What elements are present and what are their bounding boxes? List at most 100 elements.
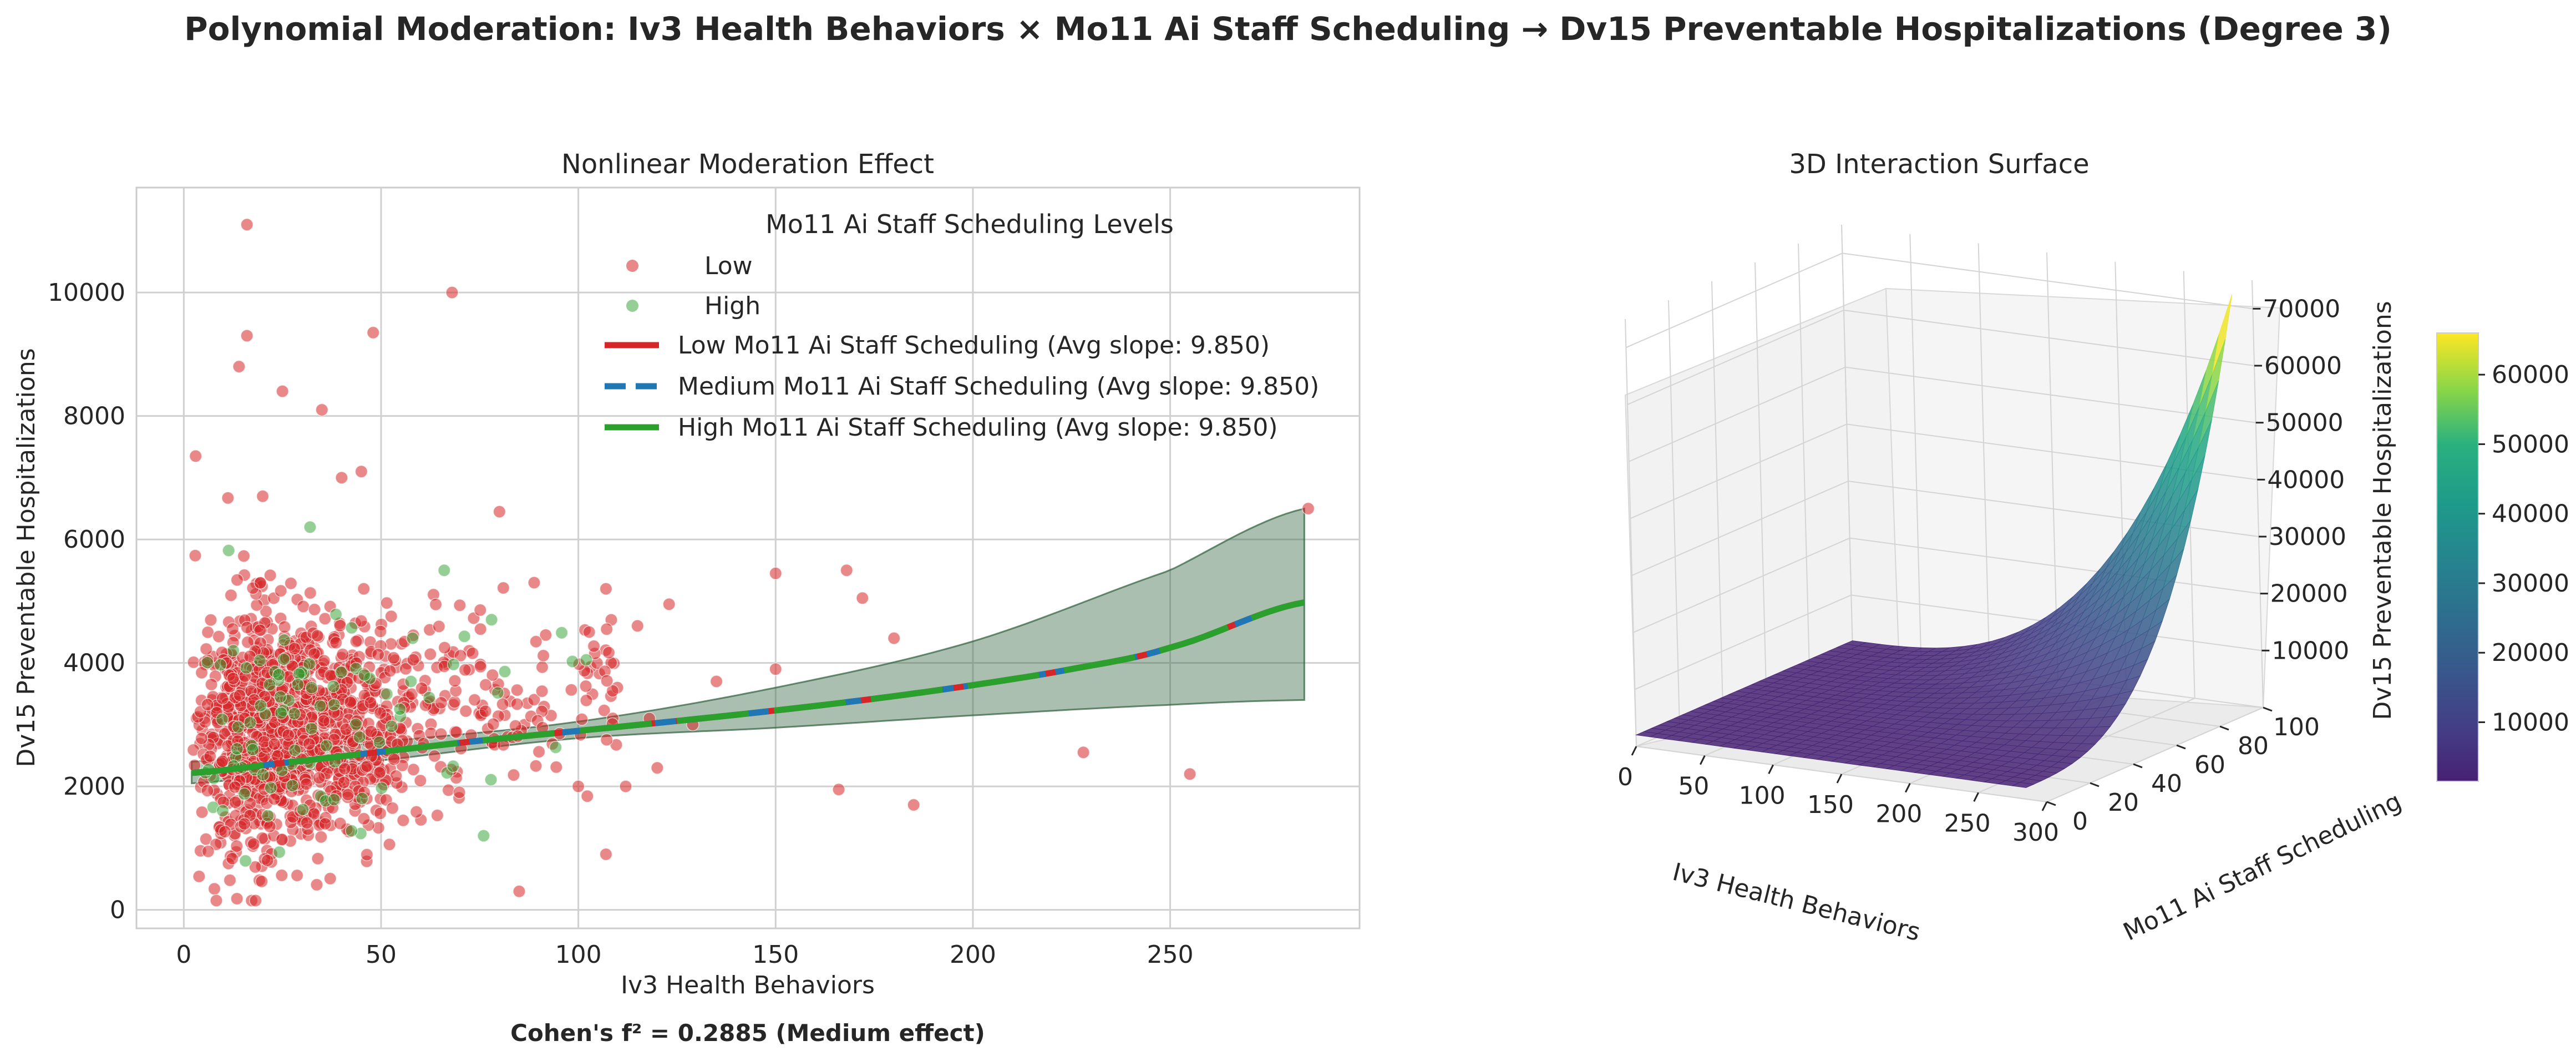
- scatter-point-low: [231, 840, 243, 852]
- scatter-point-low: [381, 597, 393, 609]
- scatter-point-low: [241, 219, 253, 231]
- surface-y-tick-label: 80: [2238, 732, 2269, 760]
- scatter-point-low: [480, 679, 492, 691]
- colorbar-tick-label: 30000: [2492, 569, 2569, 598]
- scatter-point-high: [303, 658, 316, 670]
- scatter-point-high: [255, 700, 267, 712]
- scatter-point-high: [485, 774, 497, 786]
- scatter-point-low: [493, 506, 505, 518]
- scatter-point-low: [275, 585, 287, 597]
- scatter-point-low: [196, 806, 208, 819]
- scatter-point-low: [496, 698, 509, 710]
- scatter-point-low: [446, 286, 458, 299]
- scatter-point-low: [583, 626, 595, 638]
- surface-x-tick-label: 50: [1678, 772, 1709, 801]
- scatter-point-low: [330, 636, 342, 649]
- scatter-point-high: [217, 805, 229, 817]
- scatter-point-high: [353, 731, 366, 743]
- scatter-y-tick-label: 10000: [48, 279, 125, 307]
- scatter-point-low: [268, 738, 281, 750]
- scatter-point-low: [1302, 503, 1315, 515]
- scatter-point-low: [285, 577, 297, 589]
- scatter-point-high: [491, 687, 504, 699]
- scatter-point-high: [499, 665, 511, 678]
- scatter-point-low: [407, 654, 419, 666]
- scatter-point-low: [301, 817, 313, 829]
- scatter-point-low: [358, 812, 370, 825]
- scatter-point-low: [907, 799, 920, 811]
- scatter-point-high: [240, 855, 252, 867]
- scatter-point-low: [453, 786, 465, 799]
- scatter-x-tick-label: 0: [176, 941, 191, 969]
- surface-x-tick: [1700, 756, 1705, 765]
- scatter-point-low: [601, 734, 613, 746]
- scatter-point-high: [386, 720, 398, 732]
- scatter-point-high: [346, 825, 358, 837]
- effect-size-caption: Cohen's f² = 0.2885 (Medium effect): [510, 1019, 985, 1047]
- scatter-point-low: [234, 689, 246, 701]
- scatter-point-low: [533, 746, 545, 758]
- scatter-point-low: [588, 640, 600, 652]
- scatter-point-high: [550, 741, 562, 754]
- scatter-point-low: [454, 599, 466, 612]
- surface-z-tick-label: 10000: [2271, 636, 2349, 665]
- surface-y-tick-label: 60: [2194, 751, 2225, 779]
- scatter-point-high: [201, 656, 214, 669]
- scatter-point-low: [324, 872, 336, 885]
- scatter-point-low: [1077, 746, 1089, 759]
- legend-title: Mo11 Ai Staff Scheduling Levels: [765, 209, 1174, 239]
- scatter-point-high: [216, 713, 229, 725]
- scatter-point-high: [328, 699, 340, 711]
- surface-z-tick-label: 70000: [2263, 295, 2340, 323]
- scatter-point-low: [388, 753, 400, 765]
- scatter-point-high: [346, 622, 358, 634]
- scatter-point-high: [381, 688, 393, 700]
- surface-z-tick-label: 30000: [2269, 523, 2346, 551]
- surface-z-tick-label: 50000: [2266, 409, 2344, 437]
- scatter-point-high: [321, 740, 333, 752]
- scatter-point-high: [275, 707, 287, 719]
- scatter-point-low: [474, 660, 486, 673]
- scatter-point-low: [251, 599, 263, 611]
- scatter-x-ticks: 0 50 100 150 200 250: [176, 941, 1193, 969]
- scatter-x-tick-label: 150: [752, 941, 799, 969]
- scatter-point-low: [361, 848, 373, 861]
- scatter-x-tick-label: 200: [950, 941, 996, 969]
- colorbar-tick-label: 60000: [2492, 361, 2569, 389]
- scatter-point-low: [410, 806, 423, 818]
- scatter-point-low: [513, 885, 525, 897]
- scatter-point-low: [528, 577, 540, 589]
- scatter-point-high: [227, 645, 240, 657]
- surface-y-tick-label: 20: [2108, 789, 2139, 817]
- scatter-point-high: [448, 658, 460, 670]
- scatter-point-low: [374, 807, 387, 820]
- surface-x-tick-label: 200: [1875, 800, 1922, 828]
- scatter-point-high: [297, 804, 309, 816]
- surface-x-tick-label: 300: [2012, 819, 2059, 847]
- scatter-point-low: [601, 623, 613, 635]
- scatter-point-low: [385, 610, 397, 623]
- surface-y-label: Mo11 Ai Staff Scheduling: [2119, 787, 2406, 946]
- scatter-point-low: [374, 625, 387, 638]
- surface-panel: 3D Interaction Surface 0 50 100 150 200 250 30…: [1617, 149, 2569, 947]
- scatter-point-low: [312, 852, 324, 865]
- scatter-point-high: [214, 659, 226, 671]
- scatter-point-low: [530, 635, 542, 648]
- scatter-point-high: [231, 742, 243, 755]
- scatter-point-low: [449, 696, 461, 708]
- scatter-point-low: [840, 564, 853, 577]
- surface-x-label: Iv3 Health Behaviors: [1670, 858, 1923, 947]
- scatter-point-low: [663, 598, 675, 610]
- surface-x-tick-label: 250: [1944, 809, 1991, 837]
- scatter-point-low: [388, 651, 400, 664]
- surface-z-label: Dv15 Preventable Hospitalizations: [2369, 301, 2397, 720]
- surface-x-tick-label: 100: [1739, 781, 1786, 810]
- scatter-point-low: [226, 852, 239, 865]
- scatter-y-tick-label: 0: [110, 896, 125, 924]
- scatter-point-low: [276, 385, 288, 397]
- scatter-point-low: [342, 789, 354, 801]
- scatter-point-high: [447, 760, 459, 772]
- scatter-point-low: [297, 600, 310, 613]
- surface-y-tick: [2220, 726, 2229, 730]
- scatter-point-high: [278, 653, 290, 665]
